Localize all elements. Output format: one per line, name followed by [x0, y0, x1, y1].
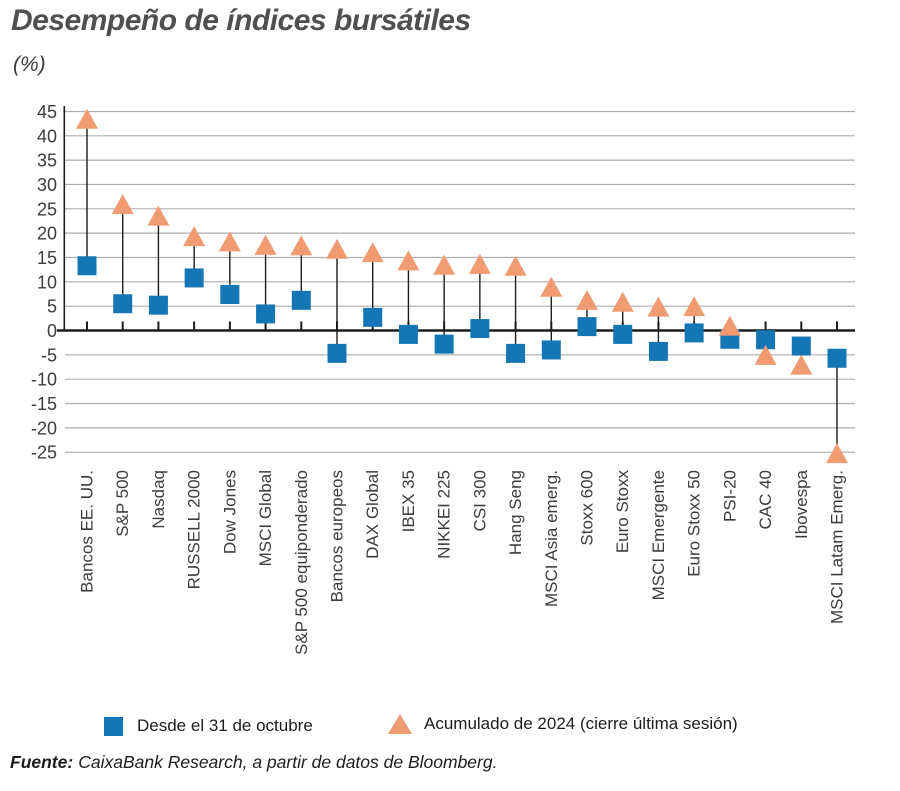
marker-triangle	[790, 354, 813, 375]
legend-item-acumulado: Acumulado de 2024 (cierre última sesión)	[388, 714, 738, 734]
legend-label-acumulado: Acumulado de 2024 (cierre última sesión)	[424, 714, 738, 733]
y-tick-label: 15	[37, 248, 57, 268]
marker-square	[113, 294, 133, 314]
x-category-label: Euro Stoxx 50	[685, 470, 704, 577]
marker-square	[291, 290, 311, 310]
x-category-label: Hang Seng	[506, 470, 525, 555]
y-tick-label: 40	[37, 126, 57, 146]
x-category-label: MSCI Asia emerg.	[542, 470, 561, 607]
marker-square	[756, 330, 776, 350]
marker-triangle	[504, 255, 527, 276]
marker-triangle	[576, 289, 598, 310]
marker-square	[684, 323, 704, 343]
y-tick-label: -25	[31, 443, 57, 463]
chart-canvas: 45 40 35 30 25 20 15 10 5 0 -5 -10 -15 -20 -25 Bancos E…	[31, 102, 855, 655]
marker-square	[398, 324, 418, 344]
y-tick-label: 45	[37, 102, 57, 122]
marker-triangle	[611, 291, 634, 312]
y-tick-label: -10	[31, 370, 57, 390]
y-tick-label: 25	[37, 199, 57, 219]
x-category-label: Nasdaq	[149, 470, 168, 529]
y-tick-label: 30	[37, 175, 57, 195]
x-category-label: IBEX 35	[399, 470, 418, 532]
marker-triangle	[76, 108, 98, 129]
legend-triangle-icon	[388, 714, 412, 734]
y-tick-label: 35	[37, 151, 57, 171]
marker-triangle	[540, 276, 563, 297]
x-category-label: PSI-20	[720, 470, 739, 522]
x-category-label: Ibovespa	[792, 469, 811, 539]
marker-triangle	[683, 296, 706, 317]
marker-square	[506, 343, 526, 363]
x-category-label: MSCI Emergente	[649, 470, 668, 600]
marker-triangle	[647, 296, 670, 317]
marker-square	[613, 324, 633, 344]
x-category-label: Euro Stoxx	[613, 470, 632, 554]
marker-square	[77, 256, 97, 276]
y-tick-label: 5	[47, 297, 57, 317]
marker-triangle	[361, 242, 384, 263]
x-category-label: Dow Jones	[220, 470, 239, 554]
marker-triangle	[754, 344, 777, 365]
marker-triangle	[147, 205, 170, 226]
marker-triangle	[183, 226, 206, 247]
source-note: Fuente: CaixaBank Research, a partir de d…	[10, 752, 497, 773]
marker-triangle	[826, 443, 848, 464]
x-category-label: Stoxx 600	[578, 470, 597, 546]
legend-square-icon	[104, 716, 123, 736]
y-tick-label: 20	[37, 224, 57, 244]
marker-square	[434, 334, 454, 354]
marker-square	[541, 340, 561, 360]
legend-label-desde: Desde el 31 de octubre	[137, 716, 313, 735]
x-category-label: Bancos EE. UU.	[78, 470, 97, 593]
marker-triangle	[397, 250, 420, 271]
x-category-label: S&P 500	[113, 470, 132, 537]
marker-triangle	[290, 235, 313, 256]
y-tick-label: 10	[37, 272, 57, 292]
x-category-label: CAC 40	[756, 470, 775, 530]
x-category-label: RUSSELL 2000	[185, 470, 204, 589]
marker-square	[470, 319, 490, 339]
marker-square	[327, 343, 347, 363]
marker-triangle	[111, 193, 134, 214]
y-tick-label: -15	[31, 394, 57, 414]
marker-square	[363, 307, 383, 327]
marker-square	[827, 348, 847, 368]
marker-triangle	[468, 253, 491, 274]
marker-square	[184, 268, 204, 288]
marker-square	[791, 336, 811, 356]
x-category-label: S&P 500 equiponderado	[292, 470, 311, 655]
marker-square	[256, 304, 276, 324]
y-tick-label: -20	[31, 418, 57, 438]
x-category-label: NIKKEI 225	[435, 470, 454, 559]
marker-triangle	[218, 231, 241, 252]
chart-unit-label: (%)	[13, 53, 46, 76]
x-category-label: CSI 300	[470, 470, 489, 531]
chart-title: Desempeño de índices bursátiles	[11, 4, 471, 37]
source-label: Fuente:	[10, 752, 74, 772]
marker-triangle	[254, 234, 277, 255]
y-tick-label: 0	[47, 321, 57, 341]
marker-square	[220, 284, 240, 304]
x-category-label: Bancos europeos	[328, 470, 347, 602]
marker-square	[648, 341, 668, 361]
marker-triangle	[326, 238, 348, 259]
x-category-label: MSCI Global	[256, 470, 275, 566]
marker-square	[148, 295, 168, 315]
x-category-label: DAX Global	[363, 470, 382, 559]
x-category-label: MSCI Latam Emerg.	[828, 470, 847, 624]
marker-square	[577, 317, 597, 337]
marker-triangle	[433, 254, 456, 275]
legend-item-desde: Desde el 31 de octubre	[104, 716, 313, 736]
marker-triangle	[718, 315, 741, 336]
source-text: CaixaBank Research, a partir de datos de…	[78, 752, 498, 772]
y-tick-label: -5	[41, 345, 57, 365]
